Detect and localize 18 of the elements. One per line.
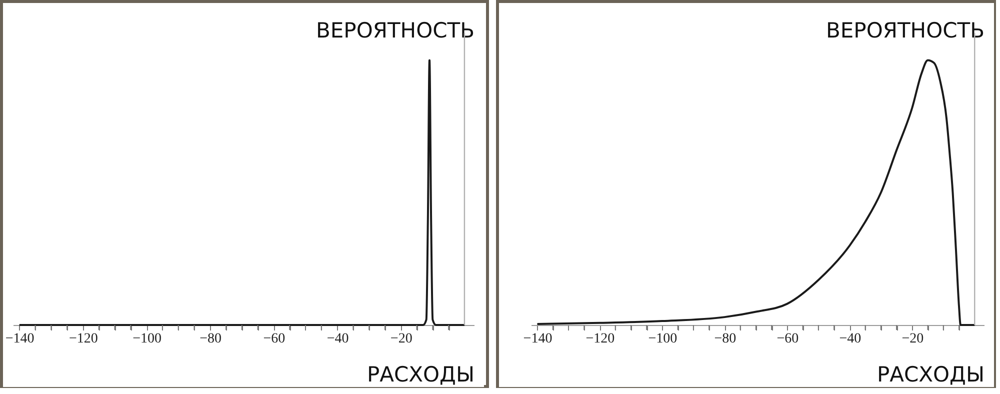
x-tick-label: −40 xyxy=(839,332,862,346)
y-axis-title: ВЕРОЯТНОСТЬ xyxy=(316,18,474,42)
x-tick-label: −40 xyxy=(326,332,349,346)
x-tick-label: −140 xyxy=(5,332,34,346)
x-tick-label: −140 xyxy=(523,332,552,346)
x-tick-label: −80 xyxy=(200,332,222,346)
x-tick-label: −20 xyxy=(902,332,924,346)
x-tick-label: −120 xyxy=(586,332,615,346)
x-axis-title: РАСХОДЫ xyxy=(876,362,984,386)
y-axis-title: ВЕРОЯТНОСТЬ xyxy=(826,18,984,42)
x-tick-label: −120 xyxy=(68,332,98,346)
x-axis-title: РАСХОДЫ xyxy=(366,362,474,386)
x-tick-label: −60 xyxy=(776,332,799,346)
x-tick-label: −20 xyxy=(390,332,412,346)
x-tick-label: −80 xyxy=(714,332,736,346)
x-tick-label: −60 xyxy=(263,332,286,346)
x-tick-label: −100 xyxy=(648,332,678,346)
x-tick-label: −100 xyxy=(132,332,162,346)
